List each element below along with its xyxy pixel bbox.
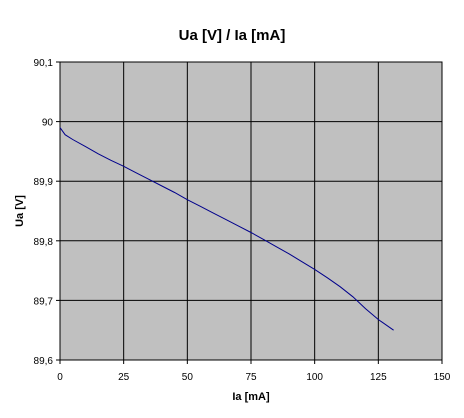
y-tick-label: 89,8	[34, 237, 54, 248]
y-tick-label: 89,7	[34, 296, 54, 307]
y-tick-label: 90,1	[34, 58, 54, 69]
x-tick-label: 100	[306, 372, 323, 383]
x-tick-label: 125	[370, 372, 387, 383]
grid-layer	[60, 62, 442, 360]
x-tick-label: 75	[245, 372, 257, 383]
y-tick-label: 89,9	[34, 177, 54, 188]
x-axis-label: Ia [mA]	[232, 391, 270, 403]
series-line	[59, 127, 394, 331]
y-tick-label: 89,6	[34, 356, 54, 367]
x-tick-label: 25	[118, 372, 130, 383]
tick-layer: 0 25 50 75 100 125 150 89,6 89,7 89,8 89,9 90 90,1	[34, 58, 451, 383]
y-tick-label: 90	[42, 118, 54, 129]
chart-title: Ua [V] / Ia [mA]	[179, 27, 286, 44]
x-tick-label: 50	[182, 372, 194, 383]
x-tick-label: 150	[434, 372, 451, 383]
x-tick-label: 0	[57, 372, 63, 383]
series-layer	[59, 127, 394, 331]
y-axis-label: Ua [V]	[14, 195, 26, 227]
